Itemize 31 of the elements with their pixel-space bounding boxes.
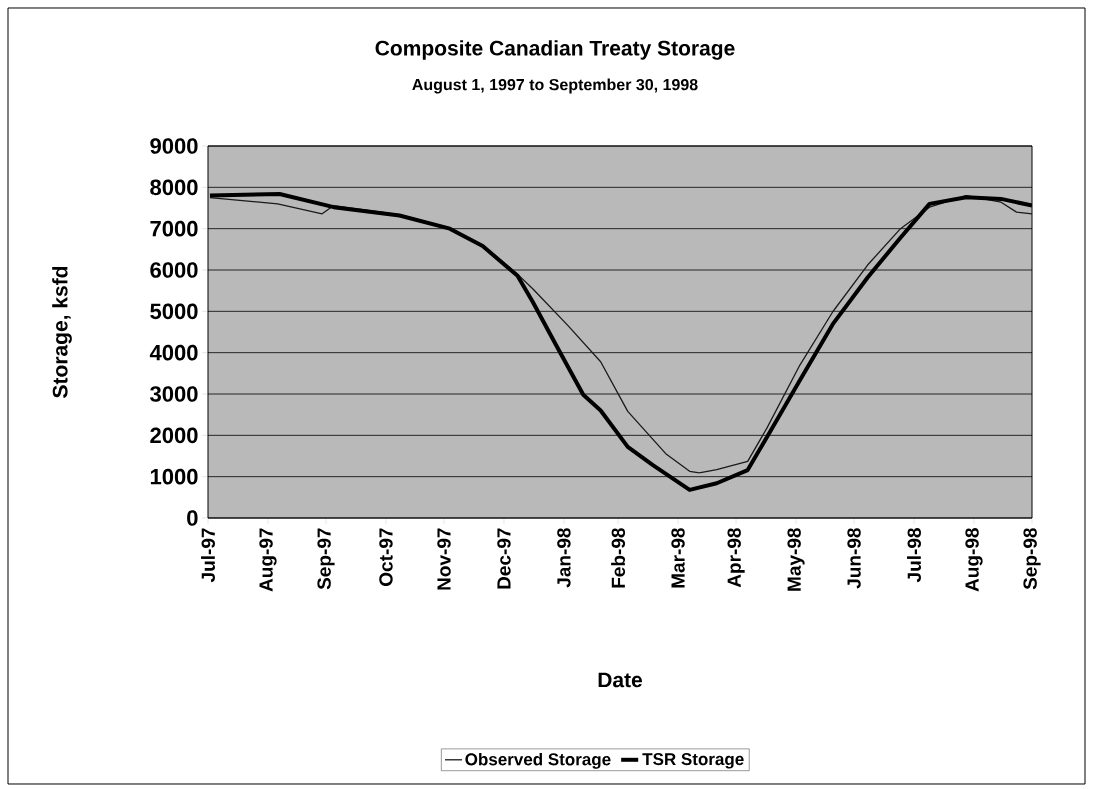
x-tick-label: Apr-98 — [727, 528, 745, 588]
y-tick-label: 0 — [187, 510, 198, 526]
legend-label: Observed Storage — [465, 752, 611, 769]
y-tick-label: 4000 — [149, 344, 198, 361]
x-tick-label: Aug-97 — [259, 528, 277, 592]
chart-subtitle: August 1, 1997 to September 30, 1998 — [412, 78, 698, 94]
y-tick-label: 5000 — [150, 303, 198, 320]
y-tick-label: 1000 — [150, 468, 198, 485]
x-tick-label: Jul-98 — [907, 528, 921, 583]
y-tick-label: 8000 — [150, 179, 198, 196]
y-axis-title: Storage, ksfd — [52, 266, 72, 398]
x-tick-label: Oct-97 — [379, 528, 393, 586]
x-tick-label: Feb-98 — [611, 528, 626, 588]
legend-label: TSR Storage — [642, 753, 744, 769]
x-tick-label: Dec-97 — [497, 528, 511, 589]
x-tick-label: Sep-97 — [317, 528, 335, 590]
x-tick-label: Aug-98 — [965, 528, 983, 592]
y-tick-label: 3000 — [150, 386, 198, 402]
x-tick-label: Mar-98 — [671, 528, 685, 588]
x-tick-label: Jan-98 — [557, 528, 571, 588]
chart-title: Composite Canadian Treaty Storage — [375, 40, 735, 60]
x-tick-label: May-98 — [787, 528, 805, 591]
x-tick-label: Jul-97 — [201, 528, 215, 583]
x-tick-label: Nov-97 — [437, 528, 451, 590]
x-tick-label: Jun-98 — [847, 528, 861, 589]
x-tick-label: Sep-98 — [1023, 528, 1041, 590]
x-axis-title: Date — [598, 672, 643, 688]
y-tick-label: 9000 — [150, 138, 198, 154]
y-tick-label: 2000 — [150, 427, 198, 444]
y-tick-label: 6000 — [150, 262, 198, 278]
y-tick-label: 7000 — [150, 220, 198, 237]
